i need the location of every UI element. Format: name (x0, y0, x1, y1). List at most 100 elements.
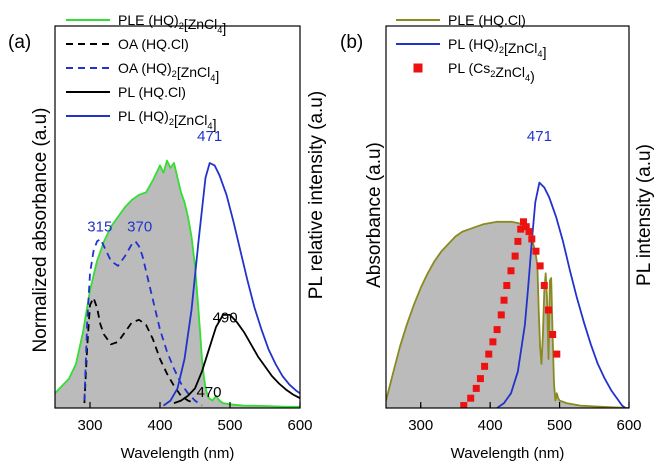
legend-entry-end: ] (215, 68, 219, 84)
peak-annotation: 315 (87, 219, 112, 236)
legend-entry-text: PLE (HQ.Cl) (448, 12, 526, 28)
data-point (500, 296, 508, 304)
legend-entry-sub: 2 (169, 117, 174, 127)
data-point (503, 282, 511, 289)
series-pl-hq-cl (173, 314, 300, 404)
x-tick-label: 400 (478, 417, 503, 434)
legend-entry: PLE (HQ.Cl) (448, 12, 526, 28)
peak-annotation: 490 (213, 309, 238, 326)
data-point (517, 225, 525, 233)
plot-area (55, 159, 300, 408)
legend-entry-text: OA (HQ.Cl) (118, 36, 189, 52)
legend-entry-end: ] (213, 116, 217, 132)
y-axis-label-left: Absorbance (a.u) (364, 142, 385, 288)
legend-entry-rest: [ZnCl (184, 16, 217, 32)
data-point (489, 338, 497, 346)
data-point (540, 282, 548, 289)
peak-annotation: 471 (527, 128, 552, 145)
x-tick-label: 500 (547, 417, 572, 434)
legend-entry-sub: 2 (172, 69, 177, 79)
x-tick-label: 300 (77, 417, 102, 434)
panel-a: 300 400 500 600 Wavelength (nm) Normalized ab… (8, 12, 327, 462)
legend-entry-rest: [ZnCl (504, 40, 537, 56)
legend-entry: PL (HQ.Cl) (118, 84, 186, 100)
series-pl-hq-2-zncl4 (496, 181, 627, 408)
plot-frame (54, 25, 301, 409)
legend-entry-text: PL (Cs (448, 60, 490, 76)
data-point (472, 384, 480, 392)
data-point (525, 228, 533, 236)
legend-entry-rest: [ZnCl (177, 64, 210, 80)
data-point (549, 331, 557, 338)
legend-entry: PL (HQ)2[ZnCl4] (448, 36, 546, 60)
plot-area (386, 181, 629, 408)
legend-entry-text: PL (HQ.Cl) (118, 84, 186, 100)
data-point (532, 247, 540, 255)
series-pl-cs2zncl4 (460, 218, 561, 408)
legend-entry-end: ] (543, 44, 547, 60)
legend-entry-sub2: 4 (207, 121, 212, 131)
series-ple-hq-2-zncl4 (55, 159, 300, 408)
legend: PLE (HQ.Cl)PL (HQ)2[ZnCl4]PL (Cs2ZnCl4) (396, 12, 546, 84)
data-point (536, 262, 544, 270)
data-point (511, 252, 519, 260)
data-point (467, 394, 475, 402)
legend-entry-end: ] (222, 20, 226, 36)
peak-annotation: 471 (197, 128, 222, 145)
legend-marker (413, 63, 423, 73)
legend-entry-text: PL (HQ) (448, 36, 499, 52)
y-axis-label-left: Normalized absorbance (a.u) (30, 107, 51, 352)
legend-entry: OA (HQ.Cl) (118, 36, 189, 52)
legend-entry-text: PL (HQ) (118, 108, 169, 124)
legend-entry: PL (Cs2ZnCl4) (448, 60, 535, 84)
data-point (497, 311, 505, 319)
peak-annotation: 370 (127, 219, 152, 236)
data-point (460, 402, 468, 408)
series-oa-hq-cl (83, 296, 196, 404)
legend-entry-sub2: 4 (537, 49, 542, 59)
data-point (493, 326, 501, 334)
legend-entry: OA (HQ)2[ZnCl4] (118, 60, 219, 84)
legend-entry-sub: 2 (179, 21, 184, 31)
data-point (553, 350, 561, 358)
series-pl-hq-2-zncl4 (162, 162, 300, 407)
x-axis-label: Wavelength (nm) (121, 445, 235, 462)
legend-entry-sub2: 4 (217, 25, 222, 35)
panel-label: (b) (340, 32, 363, 53)
panel-label: (a) (8, 32, 31, 53)
data-point (514, 237, 522, 245)
legend-entry: PL (HQ)2[ZnCl4] (118, 108, 216, 132)
data-point (522, 223, 530, 231)
panel-b: 300 400 500 600 Wavelength (nm) Absorbance (a… (340, 12, 655, 462)
x-tick-label: 500 (217, 417, 242, 434)
legend-entry-sub2: 4 (210, 73, 215, 83)
legend: PLE (HQ)2[ZnCl4]OA (HQ.Cl)OA (HQ)2[ZnCl4… (66, 12, 226, 132)
y-axis-label-right: PL relative intensity (a.u) (306, 91, 327, 299)
x-tick-label: 400 (147, 417, 172, 434)
series-ple-hq-2-zncl4-fill (55, 160, 300, 408)
legend-entry-rest: ZnCl (495, 64, 525, 80)
series-oa-hq-2-zncl4 (83, 238, 203, 407)
legend-entry-text: OA (HQ) (118, 60, 172, 76)
x-axis-label: Wavelength (nm) (451, 445, 565, 462)
data-point (519, 218, 527, 226)
legend-entry-sub: 2 (490, 69, 495, 79)
legend-entry-sub: 2 (499, 45, 504, 55)
data-point (481, 362, 489, 370)
x-tick-label: 600 (616, 417, 641, 434)
legend-entry-end: ) (530, 68, 535, 84)
y-axis-label-right: PL intensity (a.u) (634, 144, 655, 286)
series-ple-hq-cl-fill (386, 221, 629, 408)
legend-entry-sub2: 4 (525, 73, 530, 83)
data-point (476, 375, 484, 383)
data-point (507, 267, 515, 275)
legend-entry: PLE (HQ)2[ZnCl4] (118, 12, 226, 36)
x-tick-label: 300 (408, 417, 433, 434)
data-point (544, 306, 552, 314)
legend-entry-rest: [ZnCl (174, 112, 207, 128)
series-ple-hq-cl (386, 220, 629, 408)
x-tick-label: 600 (287, 417, 312, 434)
data-point (485, 350, 493, 358)
data-point (528, 235, 536, 243)
